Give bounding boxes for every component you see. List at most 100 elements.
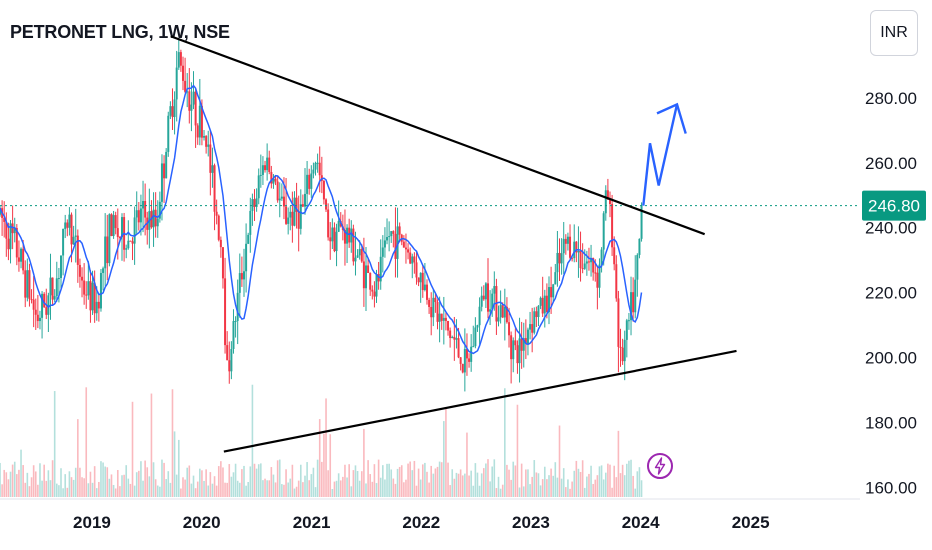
volume-bar [5, 472, 8, 497]
candle-body [533, 311, 536, 333]
volume-bar [598, 466, 601, 497]
candle-body [508, 322, 511, 336]
candle-body [627, 320, 630, 322]
volume-bar [434, 468, 437, 497]
candle-body [135, 210, 138, 218]
volume-bar [562, 468, 565, 497]
volume-bar [421, 464, 424, 497]
candle-body [306, 174, 309, 194]
volume-bar [79, 467, 81, 497]
candle-body [118, 237, 121, 239]
x-tick-label: 2019 [73, 513, 111, 532]
candle-body [26, 270, 29, 298]
volume-bar [110, 474, 113, 497]
volume-bar [74, 467, 77, 497]
volume-bar [171, 389, 174, 497]
trendline-upper[interactable] [170, 35, 706, 236]
candle-body [219, 239, 222, 248]
volume-bar [266, 480, 268, 497]
candle-body [442, 317, 445, 321]
x-tick-label: 2020 [183, 513, 221, 532]
volume-bar [577, 468, 580, 497]
candle-body [537, 305, 540, 318]
candle-body [373, 291, 376, 297]
candle-body [112, 215, 115, 237]
volume-bar [66, 487, 69, 497]
volume-bar [346, 477, 348, 497]
volume-bar [449, 485, 451, 497]
candle-body [9, 223, 12, 250]
candle-body [459, 357, 462, 364]
candle-body [314, 162, 317, 170]
volume-bar [392, 478, 395, 497]
candle-body [320, 175, 323, 181]
volume-bar [575, 460, 578, 497]
candle-body [171, 106, 174, 118]
volume-bar [640, 480, 643, 497]
y-tick-label: 160.00 [865, 478, 917, 497]
volume-bar [617, 430, 620, 497]
candle-body [203, 136, 206, 138]
volume-bar [333, 481, 336, 497]
volume-bar [419, 479, 422, 497]
candle-body [594, 272, 597, 274]
candle-body [301, 204, 304, 207]
candle-body [137, 210, 140, 223]
candle-body [270, 172, 273, 184]
candle-body [255, 198, 258, 207]
volume-bar [220, 461, 222, 497]
candle-body [175, 67, 178, 100]
candle-body [142, 201, 145, 209]
volume-bar [30, 477, 33, 497]
candle-body [539, 297, 542, 306]
volume-bar [375, 483, 378, 497]
volume-bar [245, 485, 247, 497]
flash-icon[interactable] [647, 453, 673, 479]
candle-body [66, 222, 69, 228]
volume-bar [159, 486, 161, 497]
candle-body [417, 277, 420, 283]
volume-bar [569, 488, 571, 497]
candle-body [133, 217, 136, 244]
candle-body [0, 208, 1, 215]
candle-body [209, 144, 212, 173]
candle-body [541, 297, 544, 314]
volume-bar [348, 464, 350, 497]
volume-bar [541, 479, 544, 497]
candle-body [573, 241, 576, 259]
volume-bar [62, 488, 64, 497]
volume-bar [156, 485, 159, 497]
volume-bar [543, 466, 546, 497]
volume-bar [537, 473, 540, 497]
candle-body [348, 227, 351, 243]
candle-body [276, 181, 279, 201]
volume-bar [283, 484, 285, 497]
volume-bar [453, 478, 456, 497]
candle-body [154, 209, 157, 227]
volume-bar [394, 483, 397, 497]
volume-bar [64, 474, 67, 497]
volume-bar [215, 485, 218, 497]
candle-body [386, 237, 389, 241]
trendline-lower[interactable] [223, 349, 737, 453]
volume-bar [489, 481, 491, 497]
volume-bar [440, 462, 443, 497]
volume-bar [308, 480, 311, 497]
volume-bar [342, 476, 344, 497]
volume-bar [476, 472, 479, 497]
candle-body [232, 321, 235, 349]
candle-body [493, 286, 496, 294]
candle-body [245, 243, 248, 272]
volume-bar [108, 478, 111, 497]
candle-body [356, 255, 359, 258]
candle-body [62, 228, 65, 256]
candle-body [411, 256, 414, 264]
volume-bar [184, 479, 186, 497]
candle-body [13, 228, 16, 234]
volume-bar [228, 464, 231, 497]
currency-button[interactable]: INR [870, 10, 918, 56]
volume-bar [161, 459, 163, 497]
x-tick-label: 2025 [732, 513, 770, 532]
volume-bar [11, 464, 14, 497]
